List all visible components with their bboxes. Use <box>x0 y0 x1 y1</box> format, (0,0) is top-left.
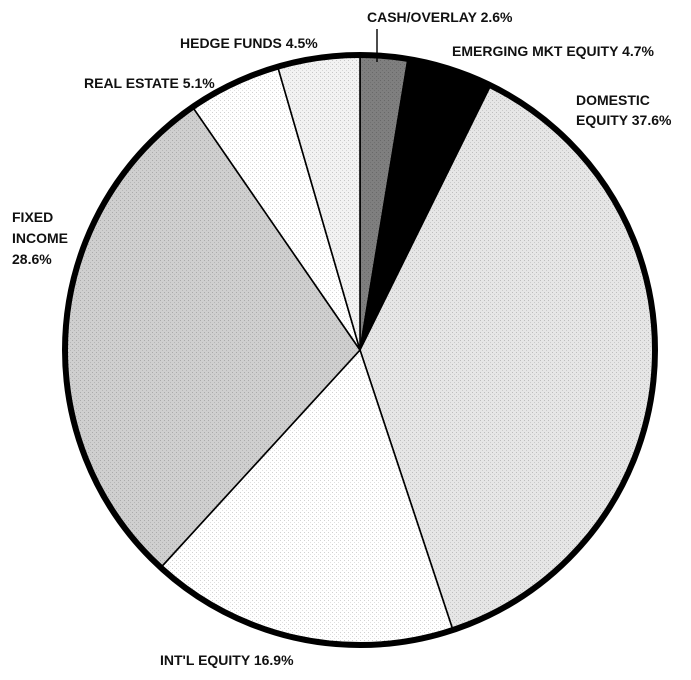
pie-label-line: HEDGE FUNDS 4.5% <box>180 35 318 51</box>
pie-label-line: 28.6% <box>12 251 52 267</box>
pie-label-line: EMERGING MKT EQUITY 4.7% <box>452 43 655 59</box>
pie-label-domestic-equity: DOMESTIC EQUITY 37.6% <box>576 92 672 128</box>
pie-label-line: FIXED <box>12 209 53 225</box>
pie-label-line: REAL ESTATE 5.1% <box>84 75 215 91</box>
pie-label-line: EQUITY 37.6% <box>576 112 672 128</box>
pie-label-line: INCOME <box>12 230 68 246</box>
pie-label-fixed-income: FIXED INCOME 28.6% <box>12 209 68 267</box>
pie-label-int-l-equity: INT'L EQUITY 16.9% <box>160 652 294 668</box>
pie-label-real-estate: REAL ESTATE 5.1% <box>84 75 215 91</box>
pie-label-line: CASH/OVERLAY 2.6% <box>367 9 513 25</box>
pie-label-emerging-mkt-equity: EMERGING MKT EQUITY 4.7% <box>452 43 655 59</box>
pie-label-line: DOMESTIC <box>576 92 650 108</box>
pie-label-line: INT'L EQUITY 16.9% <box>160 652 294 668</box>
pie-label-cash-overlay: CASH/OVERLAY 2.6% <box>367 9 513 25</box>
pie-label-hedge-funds: HEDGE FUNDS 4.5% <box>180 35 318 51</box>
